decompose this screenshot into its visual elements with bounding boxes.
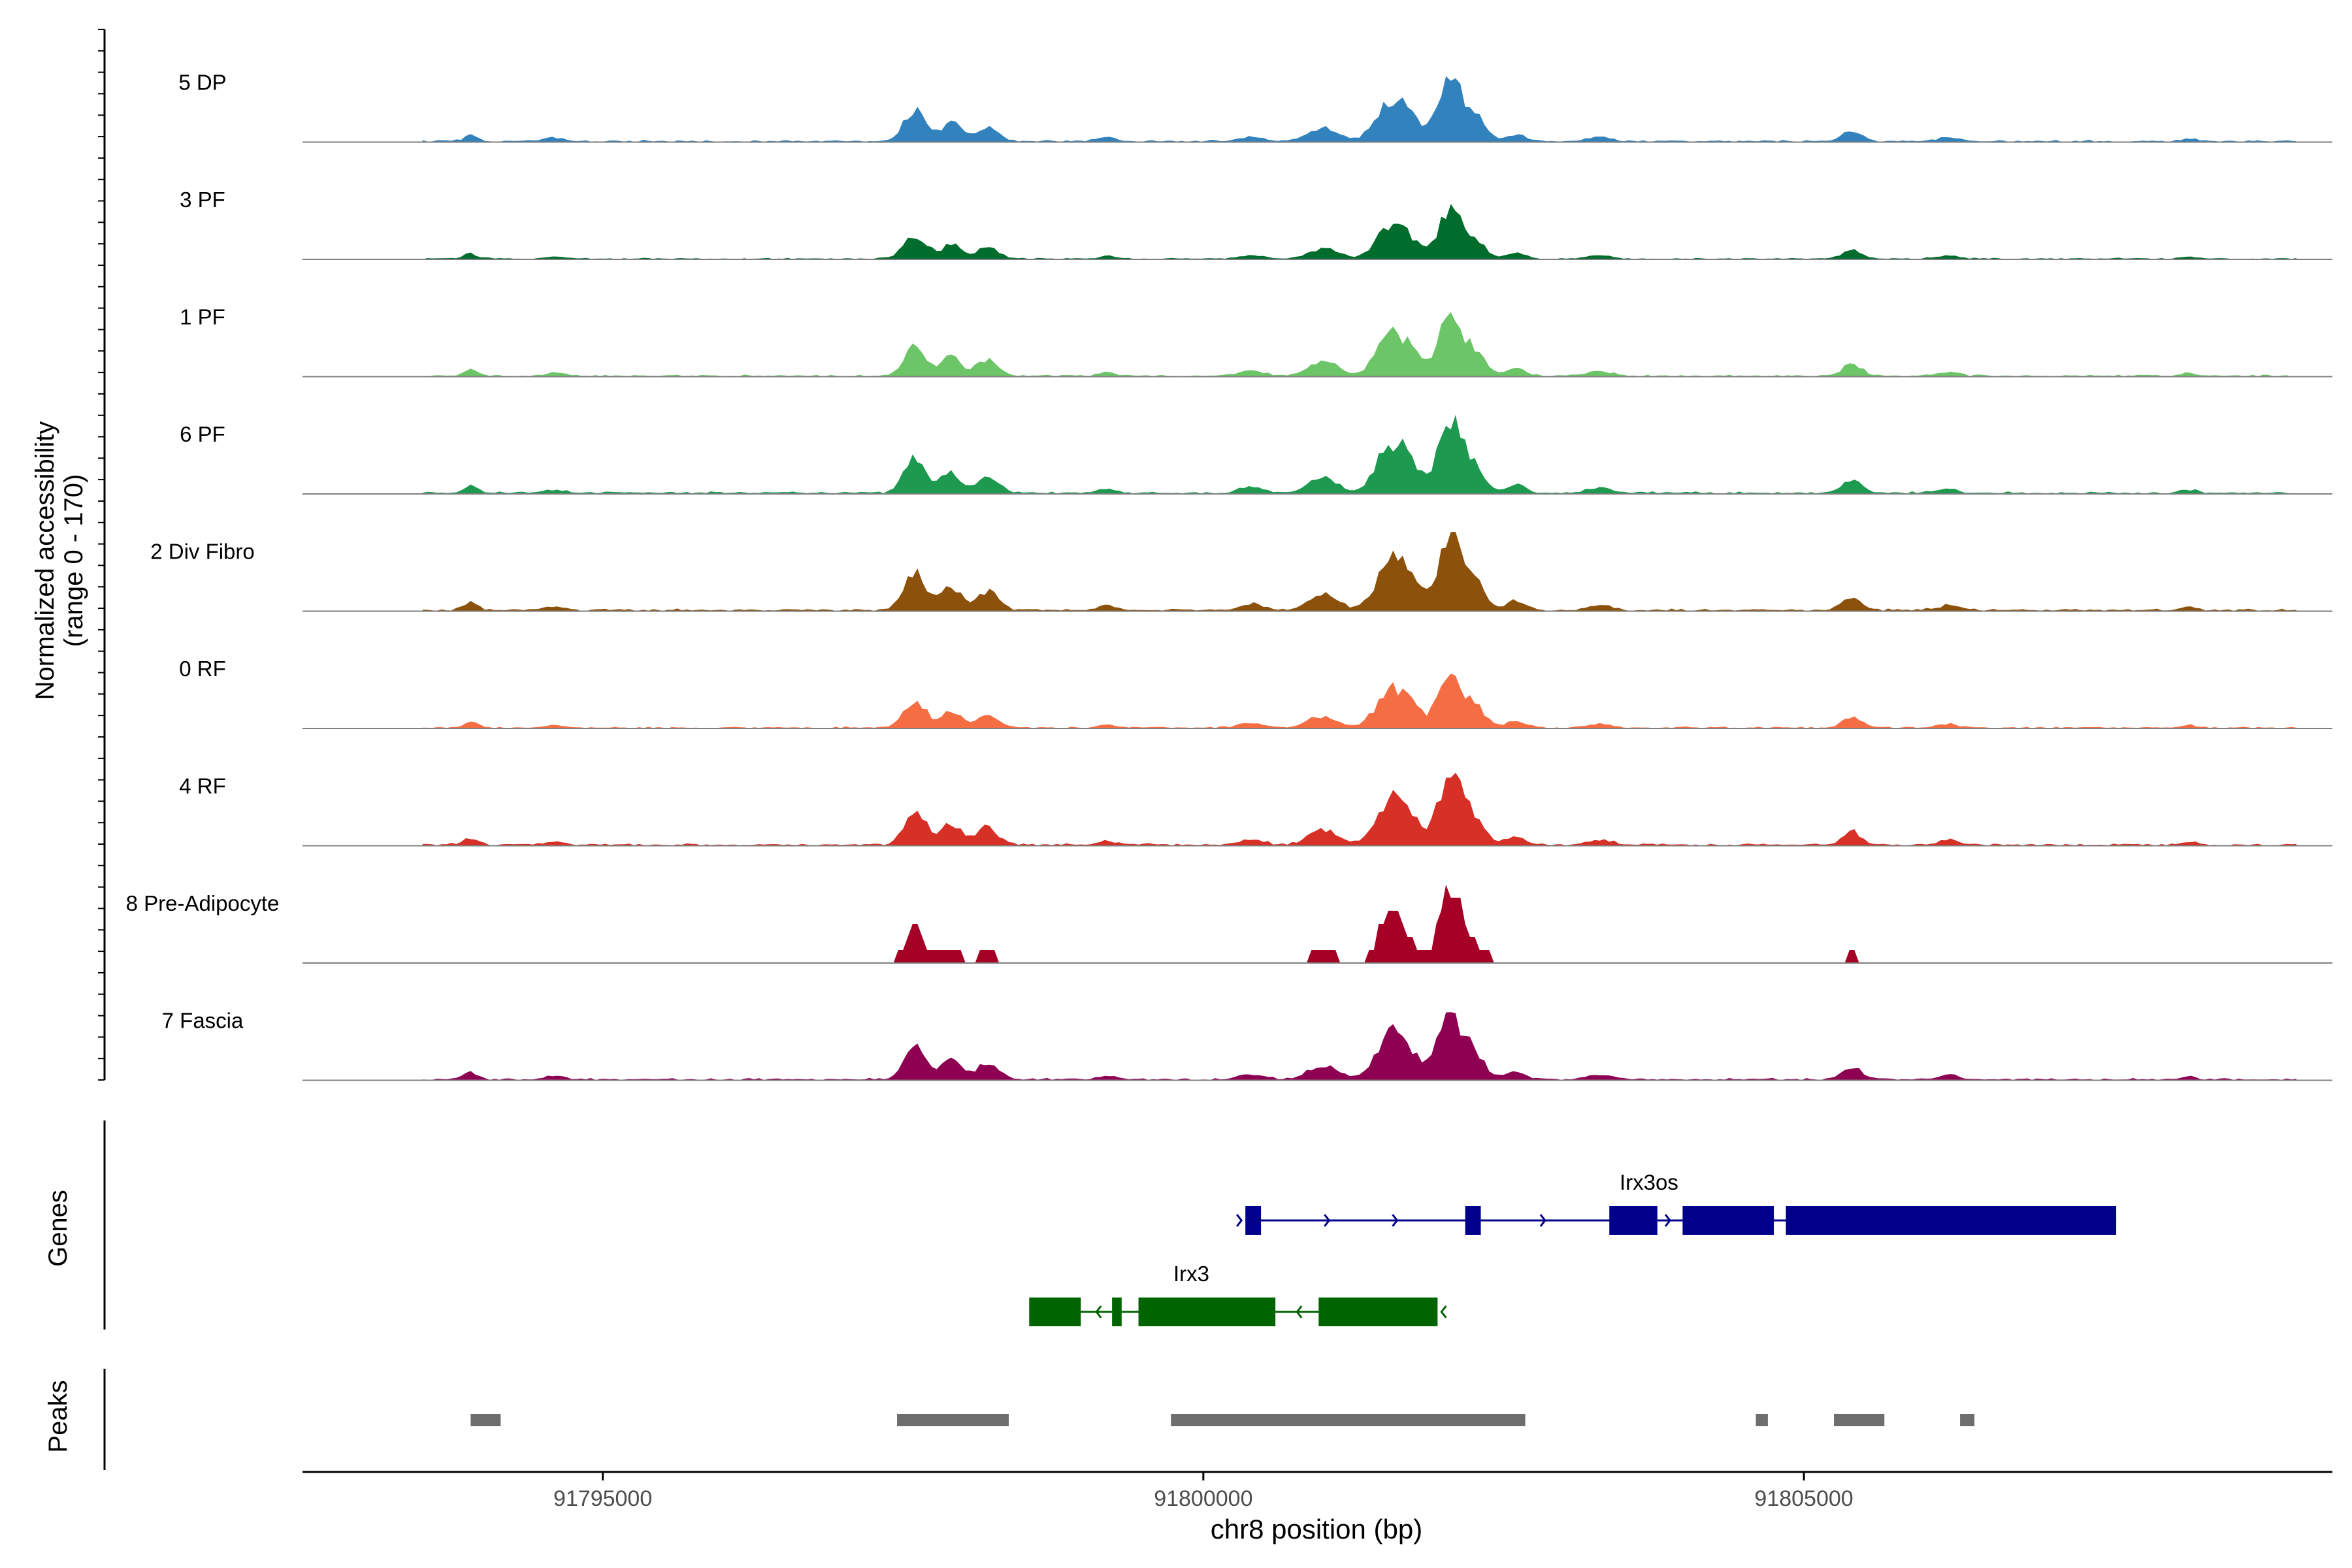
peak-region bbox=[1171, 1414, 1526, 1426]
gene-exon bbox=[1786, 1206, 2117, 1235]
strand-arrow bbox=[1296, 1305, 1303, 1318]
strand-arrow bbox=[1392, 1214, 1399, 1227]
coverage-tracks: 5 DP 3 PF 1 PF 6 PF 2 Div Fibro 0 RF 4 RF 8 Pre… bbox=[126, 71, 2332, 1081]
coverage-area-8-pre-adipocyte bbox=[422, 885, 2296, 963]
coverage-area-2-div-fibro bbox=[422, 532, 2296, 612]
track-label: 1 PF bbox=[180, 305, 225, 329]
gene-exon bbox=[1609, 1206, 1658, 1235]
genes-track: Irx3os Irx3 bbox=[103, 1120, 2117, 1330]
genes-panel-label: Genes bbox=[44, 1190, 73, 1267]
coverage-area-7-fascia bbox=[422, 1012, 2296, 1081]
strand-arrow bbox=[1236, 1214, 1243, 1227]
axes bbox=[98, 29, 106, 1081]
coverage-area-1-pf bbox=[422, 312, 2296, 377]
strand-arrow bbox=[1440, 1305, 1447, 1318]
coverage-area-6-pf bbox=[422, 414, 2296, 494]
coverage-area-3-pf bbox=[422, 204, 2296, 259]
track-label: 0 RF bbox=[179, 657, 226, 681]
gene-irx3: Irx3 bbox=[1029, 1262, 1447, 1326]
gene-exon bbox=[1465, 1206, 1481, 1235]
y-axis-title: Normalized accessibility bbox=[31, 421, 59, 700]
gene-exon bbox=[1682, 1206, 1774, 1235]
x-axis: 91795000 91800000 91805000 bbox=[302, 1471, 2332, 1511]
peak-region bbox=[470, 1414, 501, 1426]
gene-exon bbox=[1245, 1206, 1262, 1235]
track-label: 6 PF bbox=[180, 422, 225, 446]
track-label: 5 DP bbox=[178, 71, 226, 95]
gene-exon bbox=[1029, 1298, 1081, 1326]
track-label: 8 Pre-Adipocyte bbox=[126, 891, 280, 915]
gene-exon bbox=[1112, 1298, 1122, 1326]
coverage-area-0-rf bbox=[422, 674, 2296, 728]
gene-label: Irx3 bbox=[1173, 1262, 1209, 1286]
peaks-panel-label: Peaks bbox=[44, 1380, 73, 1452]
peak-region bbox=[1756, 1414, 1768, 1426]
track-label: 7 Fascia bbox=[162, 1009, 244, 1033]
x-axis-title: chr8 position (bp) bbox=[1211, 1514, 1423, 1544]
gene-label: Irx3os bbox=[1620, 1170, 1678, 1194]
x-tick-label: 91805000 bbox=[1754, 1486, 1853, 1511]
x-tick-label: 91800000 bbox=[1154, 1486, 1252, 1511]
strand-arrow bbox=[1324, 1214, 1331, 1227]
track-label: 2 Div Fibro bbox=[150, 540, 255, 564]
track-label: 3 PF bbox=[180, 188, 225, 212]
peaks-track bbox=[103, 1369, 1975, 1470]
gene-exon bbox=[1138, 1298, 1276, 1326]
coverage-area-4-rf bbox=[422, 772, 2296, 846]
gene-exon bbox=[1318, 1298, 1438, 1326]
y-axis-range: (range 0 - 170) bbox=[59, 474, 88, 647]
coverage-area-5-dp bbox=[422, 76, 2296, 142]
gene-irx3os: Irx3os bbox=[1236, 1170, 2117, 1235]
peak-region bbox=[897, 1414, 1009, 1426]
strand-arrow bbox=[1095, 1305, 1102, 1318]
peak-region bbox=[1960, 1414, 1975, 1426]
strand-arrow bbox=[1539, 1214, 1546, 1227]
x-tick-label: 91795000 bbox=[553, 1486, 652, 1511]
track-label: 4 RF bbox=[179, 774, 226, 798]
peak-region bbox=[1834, 1414, 1885, 1426]
strand-arrow bbox=[1664, 1214, 1671, 1227]
